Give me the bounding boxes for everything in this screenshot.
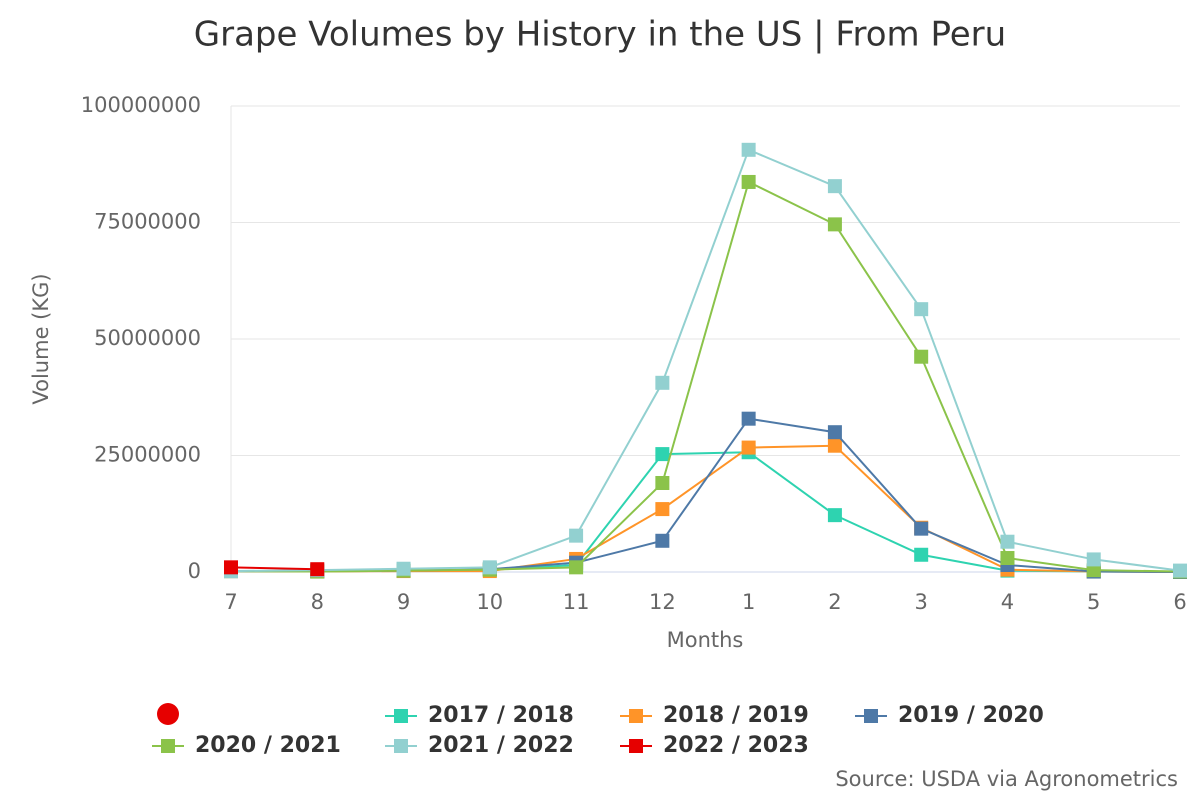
y-tick-label: 50000000 — [94, 326, 201, 350]
data-point — [224, 560, 238, 575]
data-point — [1000, 534, 1015, 549]
legend-symbol — [394, 709, 408, 723]
x-tick-label: 8 — [311, 590, 324, 614]
data-point — [569, 528, 584, 543]
series — [224, 560, 325, 577]
x-tick-label: 10 — [476, 590, 503, 614]
x-tick-label: 4 — [1001, 590, 1014, 614]
data-point — [1086, 563, 1101, 578]
data-point — [914, 521, 929, 536]
series-line — [230, 566, 318, 571]
series — [224, 142, 1187, 579]
data-point — [1000, 551, 1015, 566]
chart-title: Grape Volumes by History in the US | Fro… — [194, 15, 1006, 55]
data-point — [482, 560, 497, 575]
series-line — [230, 444, 1181, 573]
legend-label: 2021 / 2022 — [428, 733, 574, 758]
x-tick-label: 1 — [742, 590, 755, 614]
data-point — [827, 438, 842, 453]
x-tick-label: 3 — [914, 590, 927, 614]
series — [224, 445, 1187, 579]
x-tick-label: 2 — [828, 590, 841, 614]
data-point — [914, 302, 929, 317]
data-point — [741, 411, 756, 426]
series — [224, 174, 1187, 579]
data-point — [741, 440, 756, 455]
legend-label: 2019 / 2020 — [898, 703, 1044, 728]
series-line — [230, 180, 1181, 573]
y-tick-label: 75000000 — [94, 210, 201, 234]
x-tick-label: 11 — [563, 590, 590, 614]
data-point — [655, 475, 670, 490]
x-tick-label: 12 — [649, 590, 676, 614]
legend-symbol — [394, 739, 408, 753]
data-point — [569, 560, 584, 575]
series — [224, 438, 1187, 579]
data-point — [655, 502, 670, 517]
data-point — [1173, 563, 1187, 578]
data-point — [655, 447, 670, 462]
data-point — [827, 425, 842, 440]
data-point — [827, 179, 842, 194]
series — [224, 411, 1187, 579]
legend-label: 2017 / 2018 — [428, 703, 574, 728]
series-line — [230, 148, 1181, 573]
data-point — [655, 533, 670, 548]
y-tick-label: 100000000 — [81, 93, 201, 117]
legend-label: 2022 / 2023 — [663, 733, 809, 758]
source-note: Source: USDA via Agronometrics — [835, 767, 1178, 791]
data-point — [741, 174, 756, 189]
data-point — [827, 217, 842, 232]
data-point — [914, 349, 929, 364]
series-line — [230, 451, 1181, 573]
series-line — [231, 417, 1181, 573]
y-tick-label: 25000000 — [94, 443, 201, 467]
data-point — [655, 375, 670, 390]
legend-label: 2018 / 2019 — [663, 703, 809, 728]
data-point — [310, 562, 325, 577]
data-point — [827, 508, 842, 523]
y-axis-label: Volume (KG) — [29, 273, 53, 404]
data-point — [396, 561, 411, 576]
y-tick-label: 0 — [188, 559, 201, 583]
legend-label: 2020 / 2021 — [195, 733, 341, 758]
x-tick-label: 5 — [1087, 590, 1100, 614]
data-point — [914, 547, 929, 562]
x-tick-label: 9 — [397, 590, 410, 614]
legend-symbol — [864, 709, 878, 723]
x-tick-label: 7 — [224, 590, 237, 614]
legend-symbol — [161, 739, 175, 753]
data-point — [741, 142, 756, 157]
legend-symbol — [629, 709, 643, 723]
data-point — [1086, 552, 1101, 567]
legend-symbol — [629, 739, 643, 753]
x-axis-label: Months — [667, 628, 744, 652]
x-tick-label: 6 — [1173, 590, 1186, 614]
legend-symbol — [157, 703, 179, 725]
